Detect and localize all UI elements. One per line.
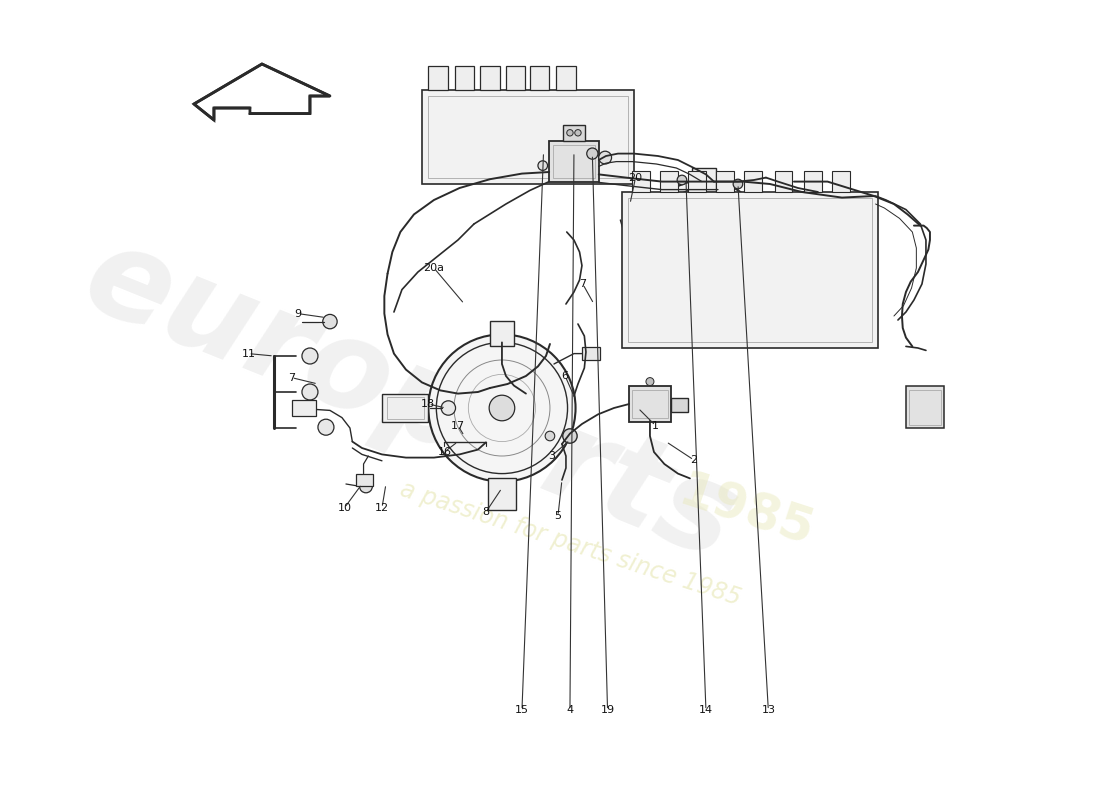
- Bar: [454, 66, 474, 90]
- Text: 11: 11: [241, 349, 255, 358]
- Text: 18: 18: [421, 399, 436, 409]
- Bar: [382, 394, 428, 422]
- Text: a passion for parts since 1985: a passion for parts since 1985: [396, 478, 744, 610]
- Bar: [490, 321, 514, 346]
- Bar: [692, 295, 716, 322]
- Circle shape: [694, 230, 715, 250]
- Text: europarts: europarts: [67, 214, 752, 586]
- Text: 2: 2: [691, 455, 697, 465]
- Bar: [774, 171, 792, 192]
- Text: 14: 14: [698, 706, 713, 715]
- Text: 3: 3: [548, 451, 556, 461]
- Circle shape: [428, 334, 575, 482]
- Text: 20a: 20a: [424, 263, 444, 273]
- Bar: [557, 66, 575, 90]
- Bar: [833, 171, 850, 192]
- Text: 1985: 1985: [672, 468, 820, 556]
- Text: 8: 8: [483, 507, 490, 517]
- Text: 15: 15: [515, 706, 529, 715]
- Text: 16: 16: [438, 447, 451, 457]
- Text: 6: 6: [562, 371, 569, 381]
- Circle shape: [318, 419, 334, 435]
- Text: 20: 20: [628, 173, 642, 182]
- Bar: [745, 171, 762, 192]
- Circle shape: [678, 175, 686, 185]
- Bar: [632, 171, 650, 192]
- Bar: [621, 192, 878, 348]
- Bar: [428, 96, 627, 178]
- Bar: [752, 227, 788, 253]
- Circle shape: [301, 348, 318, 364]
- Bar: [628, 198, 871, 342]
- Text: 7: 7: [288, 373, 295, 382]
- Bar: [692, 168, 716, 192]
- Bar: [632, 390, 668, 418]
- Bar: [906, 386, 944, 428]
- Bar: [671, 398, 689, 412]
- Circle shape: [574, 130, 581, 136]
- Circle shape: [546, 431, 554, 441]
- Bar: [355, 474, 373, 486]
- Bar: [387, 397, 424, 419]
- Circle shape: [733, 179, 742, 189]
- Circle shape: [566, 130, 573, 136]
- Circle shape: [598, 151, 612, 164]
- Bar: [716, 171, 734, 192]
- Bar: [481, 66, 499, 90]
- Bar: [549, 141, 598, 182]
- Circle shape: [441, 401, 455, 415]
- Bar: [487, 478, 516, 510]
- Text: 5: 5: [554, 511, 561, 521]
- Text: 13: 13: [761, 706, 776, 715]
- Bar: [582, 347, 600, 360]
- Circle shape: [538, 161, 548, 170]
- Circle shape: [563, 429, 578, 443]
- Text: 1: 1: [652, 421, 659, 430]
- Circle shape: [490, 395, 515, 421]
- Bar: [506, 66, 525, 90]
- Circle shape: [322, 314, 337, 329]
- Bar: [909, 390, 942, 425]
- Polygon shape: [194, 64, 330, 120]
- Text: 4: 4: [566, 706, 573, 715]
- Bar: [553, 145, 595, 178]
- Circle shape: [586, 148, 598, 159]
- Bar: [629, 386, 671, 422]
- Text: 10: 10: [338, 503, 351, 513]
- Text: 7: 7: [580, 279, 586, 289]
- Bar: [660, 171, 678, 192]
- Circle shape: [301, 384, 318, 400]
- Text: 9: 9: [295, 309, 301, 318]
- Circle shape: [645, 180, 764, 300]
- Bar: [292, 400, 316, 416]
- Bar: [428, 66, 448, 90]
- Bar: [689, 171, 706, 192]
- Bar: [530, 66, 549, 90]
- Text: 19: 19: [601, 706, 615, 715]
- Circle shape: [646, 378, 653, 386]
- Bar: [422, 90, 634, 184]
- Text: 17: 17: [451, 421, 465, 430]
- Bar: [563, 125, 585, 141]
- Text: 12: 12: [375, 503, 389, 513]
- Bar: [804, 171, 822, 192]
- Circle shape: [360, 480, 372, 493]
